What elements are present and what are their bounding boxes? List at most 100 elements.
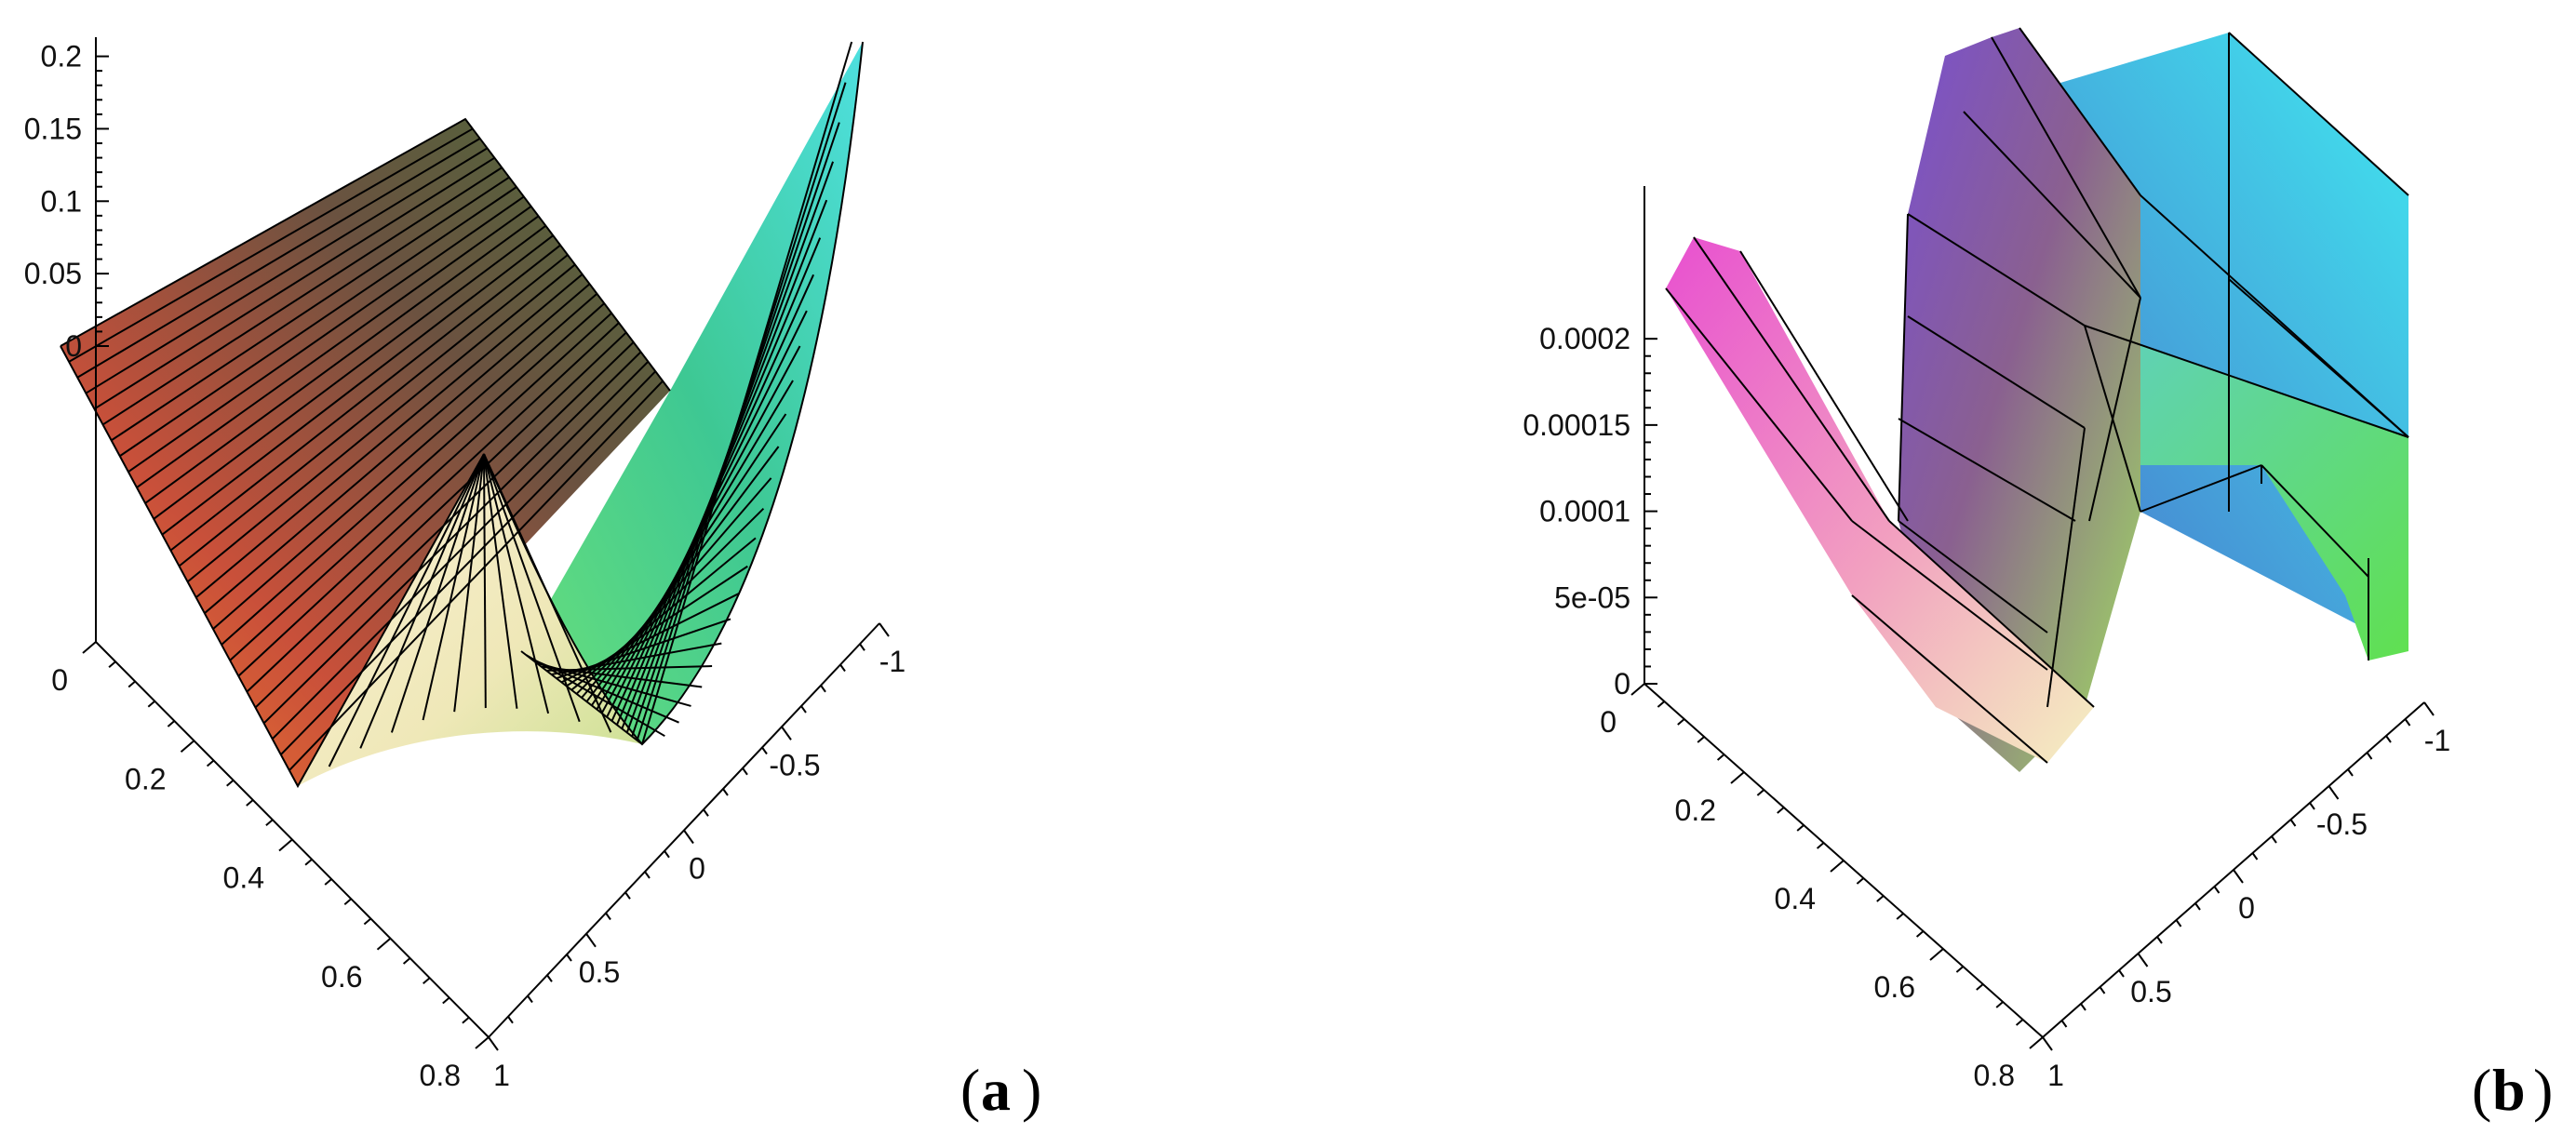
x-minor-tick bbox=[402, 957, 411, 965]
mesh-line bbox=[2084, 325, 2409, 438]
mesh-line bbox=[288, 380, 664, 771]
x-minor-tick bbox=[1915, 930, 1925, 938]
x-minor-tick bbox=[246, 799, 254, 807]
y-minor-tick bbox=[722, 788, 729, 796]
x-minor-tick bbox=[1896, 913, 1904, 920]
y-ticks-b: 1 0.5 0 -0.5 -1 bbox=[2042, 701, 2450, 1092]
y-minor-tick bbox=[2309, 802, 2315, 810]
y-minor-tick bbox=[2099, 986, 2106, 994]
mesh-line bbox=[204, 283, 591, 614]
y-tick-label: 1 bbox=[493, 1059, 510, 1092]
y-minor-tick bbox=[2213, 886, 2220, 894]
y-tick-mark bbox=[2233, 869, 2244, 884]
mesh-a bbox=[68, 41, 853, 771]
y-minor-tick bbox=[2060, 1020, 2068, 1028]
x-tick-mark bbox=[278, 838, 293, 852]
mesh-line bbox=[280, 370, 657, 755]
mesh-line bbox=[2228, 32, 2409, 196]
mesh-line bbox=[359, 453, 485, 749]
z-tick-label: 0.05 bbox=[24, 257, 82, 290]
y-minor-tick bbox=[2404, 718, 2411, 727]
mesh-line bbox=[76, 137, 481, 379]
x-minor-tick bbox=[1796, 824, 1805, 832]
x-minor-tick bbox=[226, 779, 235, 787]
x-tick-mark bbox=[1630, 683, 1645, 696]
panel-label-b-open: ( bbox=[2472, 1057, 2491, 1123]
mesh-line bbox=[2088, 297, 2141, 522]
x-tick-label: 0 bbox=[51, 663, 68, 697]
x-tick-label: 0.4 bbox=[1775, 882, 1816, 915]
mesh-line bbox=[1851, 520, 2048, 671]
surface-a-peak bbox=[298, 454, 642, 786]
x-tick-label: 0 bbox=[1600, 705, 1617, 739]
mesh-line bbox=[178, 254, 569, 567]
y-minor-tick bbox=[605, 912, 611, 921]
z-ticks-a: 0 0.05 0.1 0.15 0.2 bbox=[24, 40, 109, 363]
x-minor-tick bbox=[1777, 807, 1785, 814]
mesh-line bbox=[1693, 236, 1890, 522]
x-tick-label: 0.2 bbox=[125, 762, 166, 795]
mesh-line bbox=[262, 351, 642, 725]
surface-a-right bbox=[521, 42, 863, 744]
surface-b-left bbox=[1666, 237, 2094, 763]
mesh-line bbox=[153, 224, 547, 520]
x-minor-tick bbox=[1756, 789, 1765, 796]
x-minor-tick bbox=[127, 680, 136, 688]
panel-label-a-close: ) bbox=[1022, 1057, 1041, 1123]
mesh-line bbox=[1991, 36, 2141, 299]
panel-label-b-close: ) bbox=[2533, 1057, 2553, 1123]
mesh-line bbox=[119, 186, 517, 458]
mesh-line bbox=[1907, 213, 2086, 327]
y-minor-tick bbox=[839, 663, 846, 673]
x-tick-mark bbox=[1830, 860, 1845, 873]
mesh-line bbox=[101, 167, 503, 426]
mesh-line bbox=[246, 331, 627, 693]
y-minor-tick bbox=[566, 954, 572, 962]
mesh-line bbox=[229, 312, 612, 661]
mesh-line bbox=[85, 147, 489, 394]
z-tick-label: 0.00015 bbox=[1523, 408, 1630, 442]
y-tick-label: 0 bbox=[2238, 891, 2255, 925]
x-minor-tick bbox=[167, 720, 176, 727]
x-minor-tick bbox=[343, 898, 352, 906]
mesh-line bbox=[1898, 418, 2076, 522]
x-tick-label: 0.4 bbox=[223, 861, 264, 895]
x-minor-tick bbox=[1856, 877, 1865, 885]
y-tick-label: -0.5 bbox=[769, 748, 820, 781]
x-minor-tick bbox=[1816, 842, 1825, 849]
y-tick-mark bbox=[585, 933, 597, 948]
y-minor-tick bbox=[2271, 835, 2277, 844]
mesh-line bbox=[2019, 27, 2141, 196]
mesh-line bbox=[2261, 464, 2369, 578]
surface-a-plane bbox=[60, 119, 670, 786]
y-tick-label: 1 bbox=[2047, 1059, 2064, 1092]
mesh-line bbox=[271, 361, 650, 740]
mesh-line bbox=[93, 156, 495, 410]
x-minor-tick bbox=[1876, 895, 1885, 902]
z-tick-label: 0 bbox=[65, 329, 82, 363]
x-minor-tick bbox=[147, 700, 155, 708]
mesh-line bbox=[422, 453, 485, 721]
surface-a-outline-3 bbox=[483, 41, 864, 746]
mesh-line bbox=[1898, 213, 1909, 522]
x-minor-tick bbox=[363, 917, 372, 926]
y-tick-mark bbox=[2328, 785, 2340, 800]
panel-label-b: b bbox=[2492, 1057, 2526, 1123]
x-tick-label: 0.2 bbox=[1675, 794, 1716, 827]
surface-a-outline-2 bbox=[60, 345, 485, 789]
x-minor-tick bbox=[462, 1016, 470, 1024]
x-tick-label: 0.8 bbox=[1974, 1059, 2015, 1092]
y-minor-tick bbox=[800, 705, 807, 714]
y-minor-tick bbox=[644, 871, 651, 879]
x-tick-mark bbox=[1730, 771, 1745, 784]
y-minor-tick bbox=[742, 767, 748, 776]
y-minor-tick bbox=[2175, 919, 2182, 927]
y-tick-mark bbox=[2423, 701, 2435, 716]
y-tick-label: -0.5 bbox=[2316, 807, 2368, 841]
y-minor-tick bbox=[2366, 752, 2373, 760]
mesh-line bbox=[575, 508, 765, 695]
y-ticks-a: 1 0.5 0 -0.5 -1 bbox=[488, 622, 906, 1092]
x-tick-mark bbox=[82, 641, 97, 654]
y-tick-label: 0.5 bbox=[2130, 975, 2171, 1008]
